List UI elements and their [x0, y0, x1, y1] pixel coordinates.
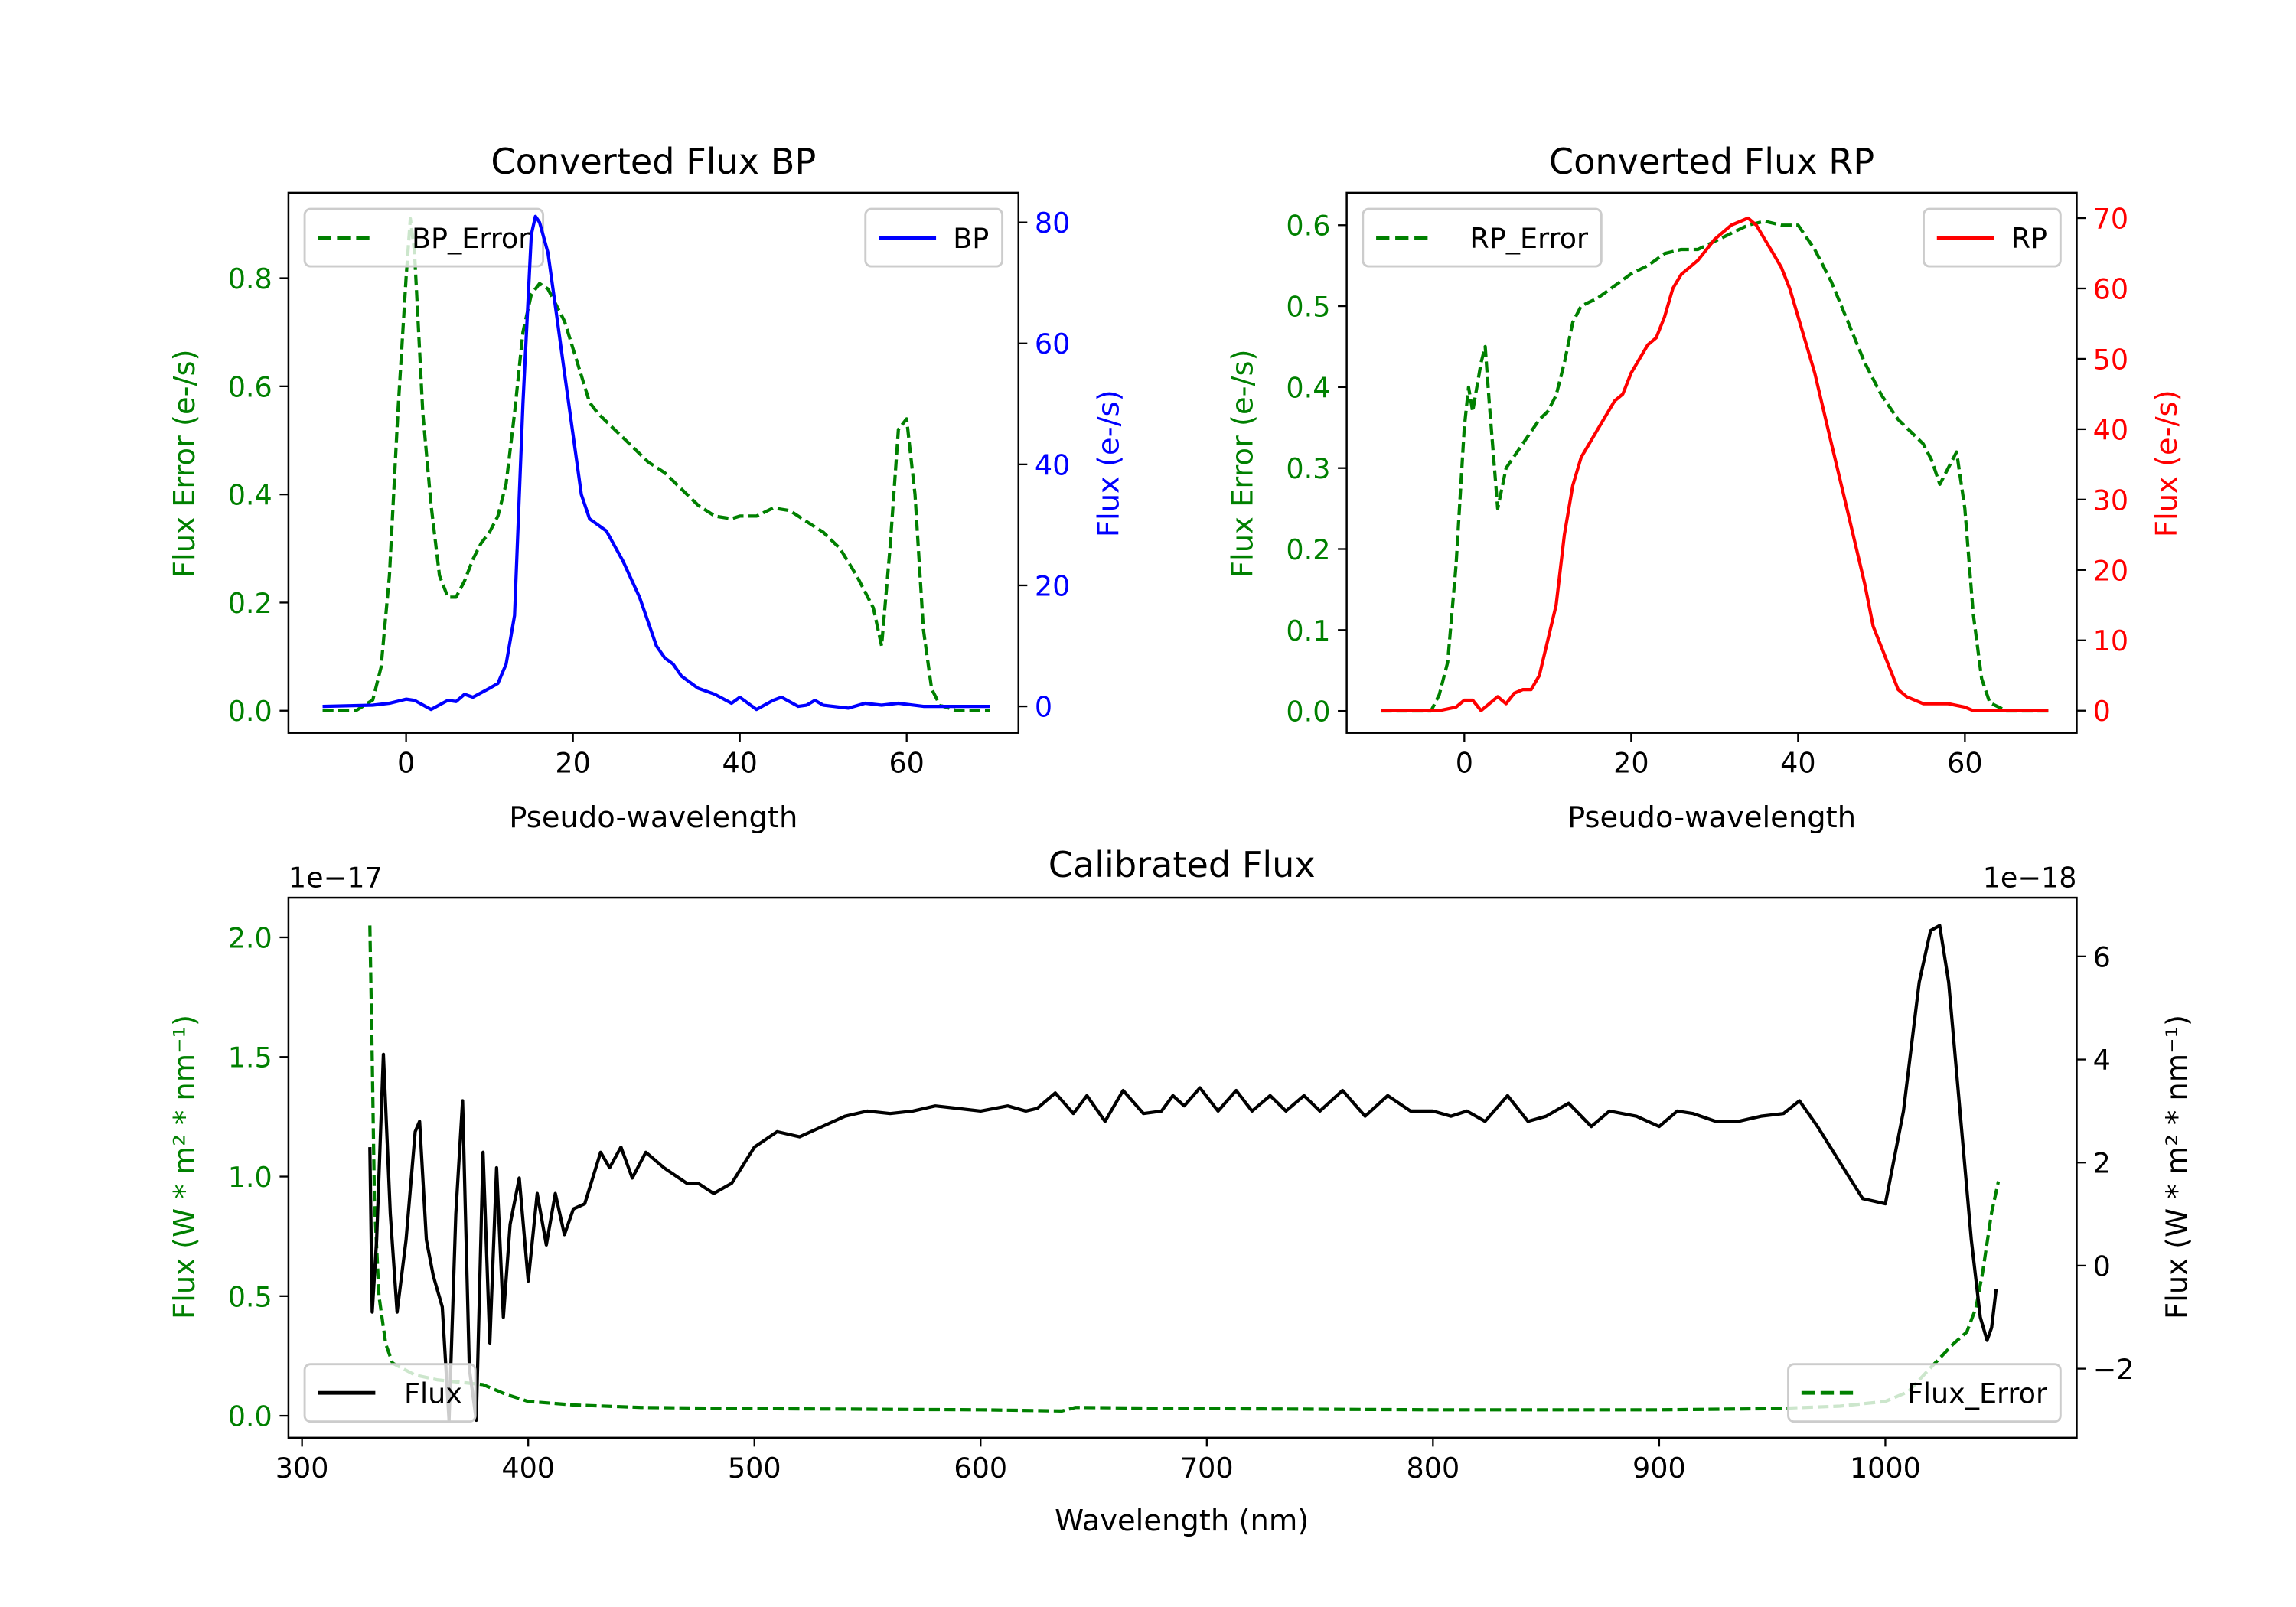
y-left-tick-label: 0.3 — [1286, 452, 1330, 485]
legend-label: BP — [953, 222, 989, 255]
axis-labels: Pseudo-wavelength Pseudo-wavelength Wave… — [168, 349, 2195, 1538]
y-left-tick-label: 0.4 — [1286, 371, 1330, 404]
y-left-tick-label: 0.0 — [228, 1400, 272, 1433]
x-tick-label: 40 — [722, 747, 757, 780]
x-tick-label: 500 — [728, 1452, 781, 1485]
legend-box — [1787, 1363, 2062, 1423]
x-tick-label: 60 — [1947, 747, 1982, 780]
legend-box — [1362, 207, 1603, 268]
x-tick-label: 800 — [1407, 1452, 1460, 1485]
y-axis-right-offset: 1e−18 — [1983, 862, 2077, 895]
legend-label: Flux_Error — [1907, 1377, 2048, 1410]
y-right-tick-label: 4 — [2093, 1044, 2111, 1077]
y-right-tick-label: −2 — [2093, 1353, 2135, 1386]
legend-flux-error: Flux_Error — [1787, 1363, 2062, 1423]
plot-frame-bp — [287, 191, 1020, 734]
x-tick-label: 20 — [1613, 747, 1649, 780]
titles: Converted Flux BP Converted Flux RP Cali… — [491, 141, 1874, 885]
y-right-tick-label: 0 — [2093, 695, 2111, 728]
x-axis-label-bp: Pseudo-wavelength — [509, 800, 797, 835]
x-tick-label: 600 — [954, 1452, 1007, 1485]
y-right-tick-label: 40 — [1035, 448, 1070, 481]
y-axis-right-label-rp: Flux (e-/s) — [2150, 390, 2184, 537]
y-right-tick-label: 0 — [2093, 1250, 2111, 1283]
y-left-tick-label: 2.0 — [228, 921, 272, 954]
plot-frame-calibrated — [287, 896, 2078, 1439]
series-line-bp-error — [322, 217, 990, 712]
plot-frame-rp — [1345, 191, 2078, 734]
y-left-tick-label: 0.2 — [228, 587, 272, 620]
legend-label: RP_Error — [1469, 222, 1589, 255]
series-line-bp — [322, 214, 990, 712]
y-right-tick-label: 0 — [1035, 691, 1052, 724]
x-tick-label: 60 — [889, 747, 924, 780]
y-right-tick-label: 2 — [2093, 1147, 2111, 1180]
legend-label: RP — [2011, 222, 2047, 255]
panel-rp: 0 20 40 60 0.0 0.1 0.2 0.3 0.4 0.5 0.6 0 10 20 30 40 50 6… — [1286, 191, 2128, 780]
y-axis-left-label-calibrated: Flux (W * m² * nm⁻¹) — [168, 1015, 202, 1319]
x-axis-label-calibrated: Wavelength (nm) — [1055, 1504, 1309, 1538]
panel-calibrated: 300 400 500 600 700 800 900 1000 0.0 0.5 1.0 1.5 2.0… — [228, 896, 2135, 1485]
x-tick-label: 700 — [1180, 1452, 1234, 1485]
x-tick-label: 40 — [1780, 747, 1815, 780]
series-line-rp — [1381, 216, 2049, 712]
y-right-tick-label: 10 — [2093, 624, 2128, 657]
chart-title-rp: Converted Flux RP — [1549, 141, 1874, 182]
y-right-tick-label: 30 — [2093, 484, 2128, 517]
y-left-tick-label: 0.0 — [228, 695, 272, 728]
x-tick-label: 0 — [1456, 747, 1473, 780]
y-left-tick-label: 0.4 — [228, 479, 272, 512]
y-left-tick-label: 0.8 — [228, 262, 272, 295]
chart-title-bp: Converted Flux BP — [491, 141, 816, 182]
x-axis-label-rp: Pseudo-wavelength — [1567, 800, 1856, 835]
y-right-tick-label: 80 — [1035, 207, 1070, 240]
y-right-tick-label: 20 — [2093, 554, 2128, 587]
y-left-tick-label: 1.0 — [228, 1161, 272, 1194]
y-axis-left-offset: 1e−17 — [289, 862, 383, 895]
series-line-rp-error — [1381, 219, 2049, 713]
y-left-tick-label: 0.6 — [228, 370, 272, 403]
x-tick-label: 300 — [276, 1452, 329, 1485]
legend-label: BP_Error — [412, 222, 530, 255]
x-tick-label: 400 — [501, 1452, 555, 1485]
chart-title-calibrated: Calibrated Flux — [1049, 844, 1316, 885]
y-left-tick-label: 0.6 — [1286, 210, 1330, 243]
legend-rp-error: RP_Error — [1362, 207, 1603, 268]
legend-rp: RP — [1923, 207, 2062, 268]
legend-label: Flux — [404, 1377, 462, 1410]
y-left-tick-label: 1.5 — [228, 1041, 272, 1074]
y-left-tick-label: 0.1 — [1286, 614, 1330, 647]
y-right-tick-label: 20 — [1035, 569, 1070, 602]
y-right-tick-label: 6 — [2093, 940, 2111, 973]
y-right-tick-label: 60 — [2093, 272, 2128, 305]
y-axis-right-label-calibrated: Flux (W * m² * nm⁻¹) — [2161, 1015, 2195, 1319]
series-line-flux — [368, 924, 1998, 1423]
y-left-tick-label: 0.2 — [1286, 533, 1330, 566]
y-axis-right-label-bp: Flux (e-/s) — [1092, 390, 1127, 537]
y-axis-left-label-rp: Flux Error (e-/s) — [1226, 349, 1261, 578]
y-right-tick-label: 40 — [2093, 413, 2128, 446]
y-right-tick-label: 70 — [2093, 202, 2128, 235]
y-left-tick-label: 0.5 — [1286, 291, 1330, 324]
y-left-tick-label: 0.0 — [1286, 696, 1330, 729]
x-tick-label: 1000 — [1850, 1452, 1921, 1485]
y-left-tick-label: 0.5 — [228, 1280, 272, 1313]
legend-flux: Flux — [303, 1363, 477, 1423]
y-right-tick-label: 60 — [1035, 328, 1070, 360]
x-tick-label: 0 — [397, 747, 415, 780]
legend-box — [303, 1363, 477, 1423]
y-right-tick-label: 50 — [2093, 343, 2128, 376]
panel-bp: 0 20 40 60 0.0 0.2 0.4 0.6 0.8 0 20 40 60 80 BP_Error B… — [228, 191, 1070, 780]
y-axis-left-label-bp: Flux Error (e-/s) — [168, 349, 202, 578]
x-tick-label: 20 — [555, 747, 590, 780]
legend-bp: BP — [864, 207, 1004, 268]
x-tick-label: 900 — [1632, 1452, 1686, 1485]
legend-bp-error: BP_Error — [303, 207, 545, 268]
